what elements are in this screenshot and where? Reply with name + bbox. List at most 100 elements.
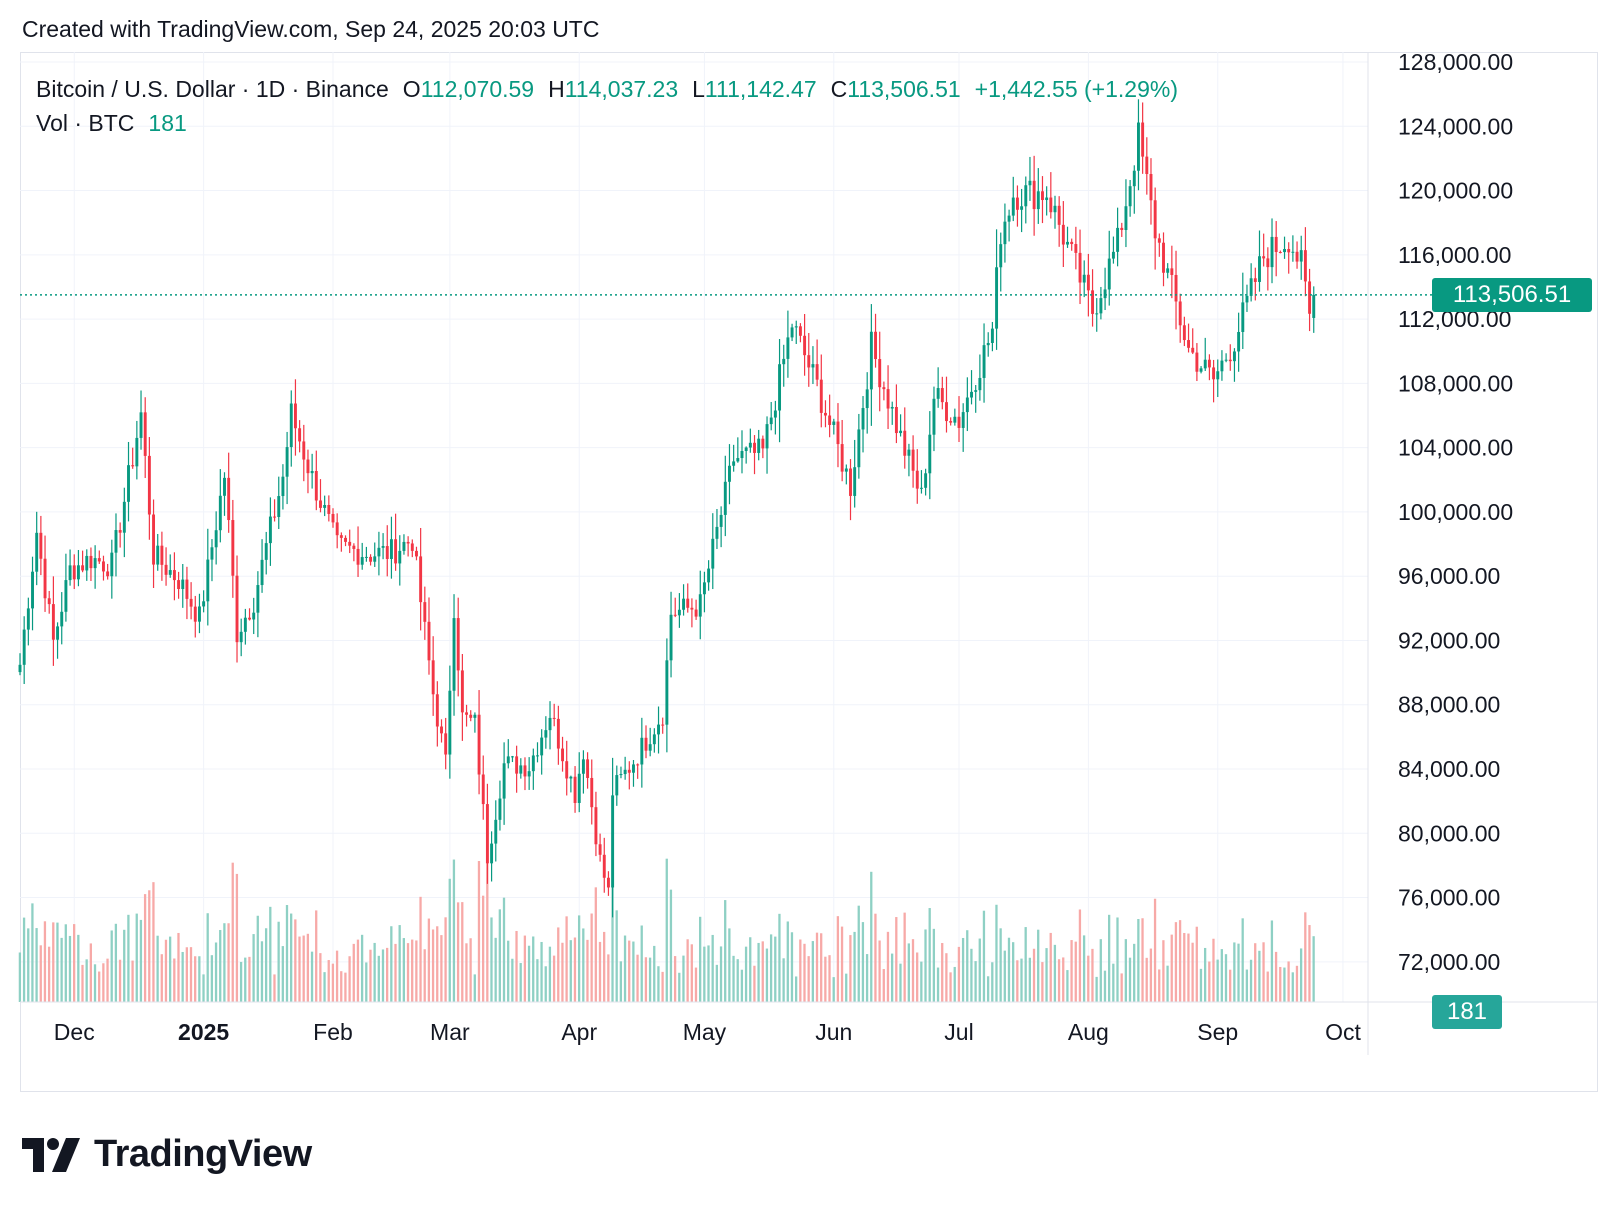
volume-bar xyxy=(423,949,426,1002)
candle-body xyxy=(197,606,201,622)
volume-bar xyxy=(803,943,806,1002)
time-tick-label: Jun xyxy=(815,1019,852,1045)
volume-bar xyxy=(577,915,581,1002)
candle-body xyxy=(1228,359,1232,362)
tradingview-logo[interactable]: TradingView xyxy=(22,1133,312,1176)
candle-body xyxy=(1057,205,1061,225)
volume-bar xyxy=(1199,968,1203,1002)
price-tick-label: 76,000.00 xyxy=(1398,885,1500,911)
volume-bar xyxy=(832,977,835,1002)
candle-body xyxy=(385,546,389,559)
volume-bar xyxy=(310,951,314,1002)
volume-bar xyxy=(1270,920,1274,1002)
candle-body xyxy=(389,539,393,559)
volume-bar xyxy=(824,956,827,1002)
volume-bar xyxy=(970,948,973,1002)
candle-body xyxy=(527,771,531,777)
candle-body xyxy=(1045,197,1049,201)
candle-body xyxy=(456,618,460,671)
chart-frame[interactable] xyxy=(20,52,1598,1092)
low-label: L xyxy=(692,76,705,102)
time-axis[interactable]: Dec 2025 Feb Mar Apr May Jun Jul Aug Sep Oct xyxy=(20,1001,1598,1045)
candle-body xyxy=(18,664,22,673)
candle-body xyxy=(481,774,485,805)
volume-bar xyxy=(148,890,151,1002)
volume-bar xyxy=(323,972,326,1002)
volume-bar xyxy=(1283,967,1286,1002)
candle-body xyxy=(986,342,990,346)
volume-bar xyxy=(1195,926,1198,1002)
volume-bar xyxy=(102,963,105,1002)
symbol-title[interactable]: Bitcoin / U.S. Dollar · 1D · Binance xyxy=(36,76,389,102)
volume-bar xyxy=(573,937,577,1002)
candle-body xyxy=(273,516,277,518)
candle-body xyxy=(1132,170,1136,187)
price-tick-label: 80,000.00 xyxy=(1398,820,1500,846)
volume-bar xyxy=(1128,957,1132,1002)
price-tick-label: 88,000.00 xyxy=(1398,692,1500,718)
volume-bar xyxy=(1133,943,1136,1002)
candle-body xyxy=(1162,242,1165,273)
volume-bar xyxy=(899,963,902,1002)
candle-body xyxy=(1178,301,1182,326)
candle-body xyxy=(1103,289,1107,299)
candle-body xyxy=(815,364,819,380)
volume-bar xyxy=(123,929,126,1002)
volume-bar xyxy=(214,942,218,1002)
candle-body xyxy=(252,612,256,620)
volume-bar xyxy=(890,953,894,1002)
candle-body xyxy=(127,465,130,502)
candle-body xyxy=(698,594,702,617)
candle-body xyxy=(1024,185,1028,207)
candle-body xyxy=(565,761,569,779)
candle-body xyxy=(139,412,143,438)
volume-bar xyxy=(511,958,514,1002)
volume-bar xyxy=(728,928,731,1002)
candle-body xyxy=(753,442,756,453)
volume-bar xyxy=(507,940,510,1002)
volume-bar xyxy=(886,931,890,1002)
candle-body xyxy=(1141,122,1145,157)
volume-label[interactable]: Vol · BTC xyxy=(36,110,135,136)
candle-body xyxy=(281,476,285,497)
candle-body xyxy=(356,548,360,565)
volume-bar xyxy=(18,952,22,1002)
candle-body xyxy=(72,565,76,580)
volume-bar xyxy=(665,858,668,1002)
volume-bar xyxy=(1012,942,1015,1002)
price-tick-label: 116,000.00 xyxy=(1398,242,1511,268)
volume-bar xyxy=(753,965,756,1002)
volume-bar xyxy=(1241,918,1244,1002)
candle-body xyxy=(1262,256,1266,259)
volume-bar xyxy=(527,945,531,1002)
candle-body xyxy=(606,877,610,888)
volume-bar xyxy=(924,929,927,1002)
volume-row: Vol · BTC 181 xyxy=(36,106,1192,140)
volume-bar xyxy=(452,859,456,1002)
candle-body xyxy=(974,390,978,392)
volume-bar xyxy=(1037,929,1040,1002)
volume-bar xyxy=(548,946,552,1002)
volume-bar xyxy=(991,962,994,1002)
volume-bar xyxy=(932,928,936,1002)
candle-body xyxy=(899,430,903,434)
time-tick-label: May xyxy=(683,1019,727,1045)
candle-body xyxy=(1107,258,1111,290)
candle-body xyxy=(293,403,297,429)
candle-body xyxy=(452,618,456,691)
price-axis[interactable]: 72,000.00 76,000.00 80,000.00 84,000.00 88,0… xyxy=(1367,49,1513,1055)
candle-body xyxy=(794,326,798,328)
candle-body xyxy=(160,545,164,565)
volume-bar xyxy=(557,927,560,1002)
candlestick-chart[interactable]: 72,000.00 76,000.00 80,000.00 84,000.00 88,0… xyxy=(0,0,1614,1100)
candle-body xyxy=(444,733,448,755)
volume-bar xyxy=(348,956,351,1002)
volume-bar xyxy=(957,946,961,1002)
candle-body xyxy=(711,538,715,569)
change-value: +1,442.55 (+1.29%) xyxy=(974,76,1178,102)
volume-bar xyxy=(740,969,744,1002)
candle-body xyxy=(740,450,744,459)
candle-body xyxy=(373,556,377,562)
volume-bar xyxy=(402,938,405,1002)
candle-body xyxy=(644,737,648,751)
